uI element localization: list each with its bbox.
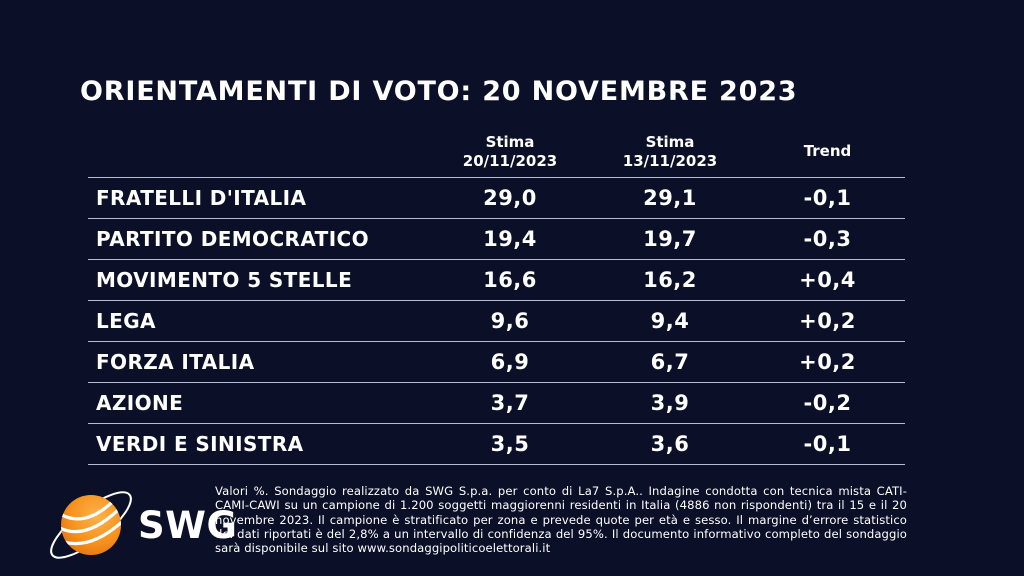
swg-logo-text: SWG <box>138 503 238 547</box>
table-row: LEGA 9,6 9,4 +0,2 <box>88 301 905 342</box>
header-trend: Trend <box>803 142 852 160</box>
poll-table: Stima 20/11/2023 Stima 13/11/2023 Trend … <box>88 126 905 465</box>
trend-value: -0,1 <box>803 432 852 456</box>
party-name: PARTITO DEMOCRATICO <box>96 227 370 251</box>
stima-13-11-value: 16,2 <box>643 268 697 292</box>
party-name: MOVIMENTO 5 STELLE <box>96 268 353 292</box>
stima-20-11-value: 9,6 <box>490 309 530 333</box>
stima-13-11-value: 19,7 <box>643 227 697 251</box>
table-row: AZIONE 3,7 3,9 -0,2 <box>88 383 905 424</box>
party-name: AZIONE <box>96 391 184 415</box>
stima-20-11-value: 29,0 <box>483 186 537 210</box>
table-row: PARTITO DEMOCRATICO 19,4 19,7 -0,3 <box>88 219 905 260</box>
trend-value: +0,2 <box>799 350 856 374</box>
stima-13-11-value: 6,7 <box>650 350 690 374</box>
trend-value: -0,1 <box>803 186 852 210</box>
table-row: FORZA ITALIA 6,9 6,7 +0,2 <box>88 342 905 383</box>
trend-value: +0,4 <box>799 268 856 292</box>
stima-13-11-value: 3,6 <box>650 432 690 456</box>
stima-13-11-value: 9,4 <box>650 309 690 333</box>
stima-20-11-value: 19,4 <box>483 227 537 251</box>
stima-20-11-value: 3,7 <box>490 391 530 415</box>
stima-20-11-value: 16,6 <box>483 268 537 292</box>
trend-value: +0,2 <box>799 309 856 333</box>
stima-20-11-value: 6,9 <box>490 350 530 374</box>
party-name: VERDI E SINISTRA <box>96 432 304 456</box>
swg-globe-icon <box>50 491 132 559</box>
trend-value: -0,2 <box>803 391 852 415</box>
header-stima-13-11: Stima 13/11/2023 <box>622 132 718 170</box>
swg-logo: SWG <box>48 482 237 568</box>
methodology-disclaimer: Valori %. Sondaggio realizzato da SWG S.… <box>215 484 907 556</box>
party-name: FORZA ITALIA <box>96 350 255 374</box>
stima-13-11-value: 29,1 <box>643 186 697 210</box>
trend-value: -0,3 <box>803 227 852 251</box>
stima-20-11-value: 3,5 <box>490 432 530 456</box>
party-name: FRATELLI D'ITALIA <box>96 186 307 210</box>
header-stima-20-11: Stima 20/11/2023 <box>462 132 558 170</box>
table-row: FRATELLI D'ITALIA 29,0 29,1 -0,1 <box>88 178 905 219</box>
table-row: MOVIMENTO 5 STELLE 16,6 16,2 +0,4 <box>88 260 905 301</box>
table-header-row: Stima 20/11/2023 Stima 13/11/2023 Trend <box>88 126 905 178</box>
stima-13-11-value: 3,9 <box>650 391 690 415</box>
table-row: VERDI E SINISTRA 3,5 3,6 -0,1 <box>88 424 905 465</box>
party-name: LEGA <box>96 309 156 333</box>
page-title: ORIENTAMENTI DI VOTO: 20 NOVEMBRE 2023 <box>80 76 798 107</box>
